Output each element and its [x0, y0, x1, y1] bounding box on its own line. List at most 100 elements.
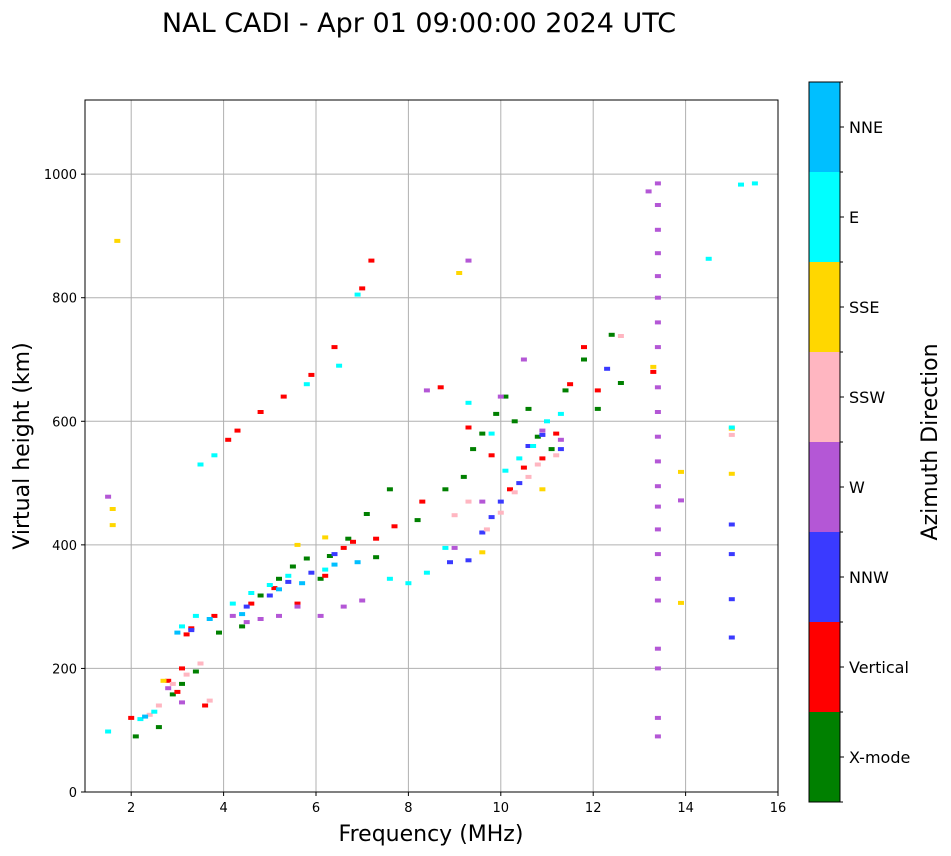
- data-point-w: [678, 498, 684, 503]
- data-point-nnw: [447, 560, 453, 565]
- x-tick-label: 6: [312, 801, 320, 816]
- colorbar-segment: [809, 712, 840, 802]
- data-point-vertical: [650, 369, 657, 374]
- colorbar: X-mode Vertical NNW W SSW SSE E NNE: [808, 81, 910, 803]
- data-point-x-mode: [363, 512, 370, 516]
- data-point-vertical: [322, 573, 329, 578]
- data-point-nne: [206, 617, 213, 621]
- data-point-vertical: [507, 487, 513, 492]
- colorbar-segment: [809, 622, 840, 712]
- colorbar-tick-label: E: [849, 208, 859, 227]
- data-point-x-mode: [317, 576, 324, 581]
- data-point-vertical: [581, 345, 587, 350]
- data-point-e: [354, 292, 361, 297]
- data-point-vertical: [234, 428, 241, 433]
- data-point-sse: [456, 271, 463, 275]
- data-point-x-mode: [525, 406, 532, 411]
- data-point-e: [285, 573, 292, 578]
- data-point-ssw: [146, 712, 153, 717]
- data-point-ssw: [728, 432, 735, 437]
- data-point-x-mode: [460, 474, 467, 479]
- colorbar-tick-label: NNW: [849, 568, 889, 587]
- data-point-sse: [650, 364, 657, 369]
- data-point-w: [105, 494, 112, 499]
- data-point-x-mode: [192, 669, 199, 674]
- data-point-ssw: [525, 474, 532, 479]
- data-point-ssw: [483, 527, 490, 532]
- data-point-vertical: [567, 382, 574, 387]
- data-point-nne: [174, 630, 181, 635]
- data-point-sse: [109, 523, 116, 528]
- data-point-x-mode: [562, 388, 569, 393]
- data-point-w: [654, 527, 661, 532]
- data-point-x-mode: [414, 518, 421, 523]
- colorbar-segment: [809, 172, 840, 262]
- y-tick-label: 0: [69, 786, 77, 801]
- data-point-sse: [678, 600, 684, 605]
- data-points: [105, 181, 758, 739]
- colorbar-label: Azimuth Direction: [918, 343, 943, 540]
- data-point-ssw: [155, 703, 162, 708]
- data-point-w: [539, 428, 546, 433]
- data-point-w: [654, 410, 661, 414]
- data-point-vertical: [271, 586, 278, 591]
- data-point-e: [442, 545, 449, 550]
- data-point-e: [405, 581, 412, 586]
- data-point-vertical: [340, 545, 347, 550]
- data-point-w: [654, 504, 661, 509]
- data-point-sse: [678, 469, 684, 474]
- data-point-sse: [109, 507, 116, 511]
- data-point-w: [654, 598, 661, 603]
- data-point-vertical: [248, 601, 255, 606]
- data-point-nne: [239, 612, 246, 617]
- data-point-e: [322, 567, 329, 572]
- colorbar-tick-label: SSE: [849, 298, 879, 317]
- data-point-w: [654, 203, 661, 207]
- data-point-x-mode: [594, 406, 601, 411]
- data-point-vertical: [179, 666, 185, 671]
- data-point-e: [192, 613, 199, 618]
- data-point-w: [654, 251, 661, 256]
- data-point-w: [654, 715, 661, 720]
- data-point-w: [645, 189, 652, 194]
- data-point-w: [229, 613, 236, 618]
- data-point-sse: [539, 487, 546, 492]
- data-point-ssw: [617, 334, 624, 338]
- data-point-nnw: [728, 522, 735, 527]
- data-point-nnw: [557, 447, 564, 452]
- data-point-vertical: [211, 613, 218, 618]
- data-point-e: [544, 419, 550, 424]
- data-point-vertical: [174, 689, 181, 694]
- y-tick-label: 600: [52, 415, 77, 430]
- data-point-vertical: [391, 524, 398, 529]
- data-point-vertical: [183, 632, 190, 637]
- data-point-x-mode: [345, 536, 352, 541]
- data-point-w: [179, 700, 185, 705]
- data-point-vertical: [308, 372, 315, 377]
- data-point-vertical: [465, 425, 472, 430]
- data-point-nnw: [243, 604, 250, 609]
- data-point-e: [751, 181, 758, 186]
- data-point-vertical: [594, 388, 601, 393]
- data-point-w: [243, 620, 250, 625]
- data-point-vertical: [520, 465, 527, 470]
- data-point-nnw: [479, 530, 486, 535]
- data-point-w: [654, 552, 661, 557]
- data-point-nnw: [285, 579, 292, 584]
- x-tick-label: 16: [770, 801, 787, 816]
- data-point-vertical: [373, 536, 380, 541]
- data-point-w: [557, 437, 564, 442]
- data-point-nnw: [188, 628, 195, 633]
- data-point-e: [386, 576, 393, 581]
- data-point-e: [557, 411, 564, 416]
- data-point-e: [179, 624, 185, 629]
- data-point-w: [451, 545, 458, 550]
- data-point-e: [229, 601, 236, 606]
- data-point-nne: [354, 560, 361, 565]
- data-point-x-mode: [470, 447, 477, 452]
- data-point-x-mode: [169, 692, 176, 697]
- data-point-sse: [322, 535, 329, 540]
- data-point-ssw: [206, 698, 213, 703]
- data-point-e: [738, 182, 744, 187]
- colorbar-tick-label: X-mode: [849, 748, 910, 767]
